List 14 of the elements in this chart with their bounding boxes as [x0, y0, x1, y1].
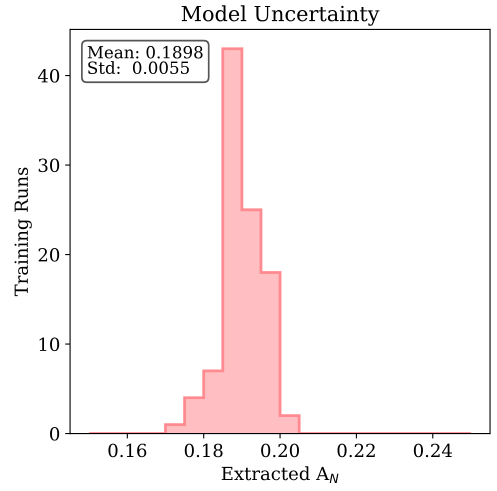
x-tick-label: 0.24: [414, 444, 452, 458]
x-tick-label: 0.22: [338, 444, 375, 458]
y-tick-label: 30: [38, 158, 60, 172]
chart-title: Model Uncertainty: [182, 5, 380, 26]
y-tick-label: 10: [40, 338, 60, 352]
annotation: Mean: 0.1898 Std: 0.0055: [88, 46, 203, 74]
y-tick-label: 40: [38, 69, 60, 83]
y-tick-label: 0: [50, 427, 60, 441]
y-axis-title: Training Runs: [14, 168, 32, 296]
x-tick-label: 0.18: [184, 444, 223, 458]
y-tick-label: 20: [38, 248, 60, 262]
x-tick-label: 0.16: [108, 444, 146, 458]
x-tick-label: 0.20: [261, 444, 299, 458]
x-axis-title: Extracted A$_{N}$: [222, 466, 338, 483]
